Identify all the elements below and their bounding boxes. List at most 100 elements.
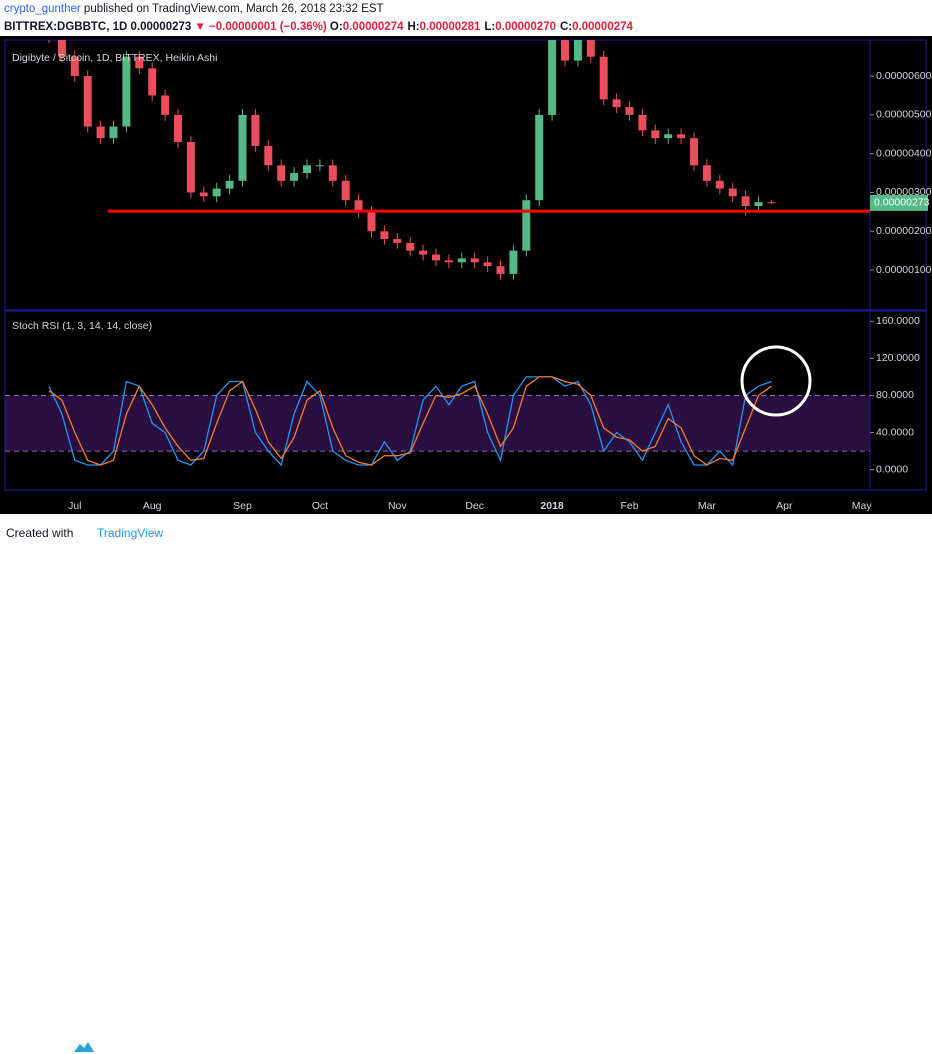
candle-body	[122, 56, 131, 127]
y-tick-label: 0.00000500	[876, 109, 932, 121]
candle-body	[354, 200, 363, 212]
candle-body	[457, 258, 466, 263]
highlight-circle	[740, 345, 812, 417]
x-tick-label: May	[852, 500, 873, 512]
candle-body	[470, 258, 479, 263]
candle-body	[70, 56, 79, 77]
candle-body	[496, 266, 505, 274]
candle-body	[161, 95, 170, 115]
y-tick-label: 0.00000200	[876, 225, 932, 237]
candle-body	[702, 165, 711, 181]
y-tick-label: 0.00000600	[876, 70, 932, 82]
candle-body	[406, 242, 415, 251]
candle-body	[561, 40, 569, 61]
candle-body	[483, 262, 492, 267]
y-tick-label: 0.00000100	[876, 264, 932, 276]
stoch-plot	[5, 376, 870, 467]
candle-body	[303, 165, 311, 174]
candle-body	[651, 130, 660, 139]
candle-body	[96, 126, 105, 139]
brand[interactable]: TradingView	[97, 526, 164, 540]
candle-body	[767, 202, 776, 204]
candle-body	[509, 250, 518, 274]
candle-body	[148, 68, 157, 96]
ohlc-value: 0.00000281	[419, 21, 481, 33]
candle-body	[290, 173, 299, 181]
candle-body	[432, 254, 440, 261]
price-pane-border	[4, 39, 927, 311]
y-tick-label: 0.0000	[876, 463, 908, 475]
candle-body	[586, 40, 595, 57]
candle-body	[225, 180, 234, 189]
last-price: 0.00000273	[130, 21, 192, 33]
candle-body	[638, 114, 647, 131]
candle-body	[212, 188, 221, 197]
logo	[74, 1042, 94, 1052]
candle-body	[754, 202, 763, 207]
candle-body	[341, 180, 350, 201]
x-tick-label: Sep	[233, 500, 252, 512]
x-tick-label: Mar	[698, 500, 717, 512]
axes: 0.000001000.000002000.000003000.00000400…	[68, 70, 932, 512]
ohlc-value: 0.00000274	[572, 21, 633, 33]
candle-body	[522, 200, 531, 251]
candle-body	[677, 134, 686, 139]
candle-body	[367, 211, 376, 232]
candle-body	[83, 76, 92, 127]
ohlc-label: C:	[560, 21, 573, 33]
candle-body	[277, 165, 286, 181]
stoch-pane-title: Stoch RSI (1, 3, 14, 14, close)	[12, 320, 152, 332]
candle-body	[393, 239, 402, 243]
candle-body	[264, 145, 273, 166]
published: published on TradingView.com, March 26, …	[83, 3, 384, 15]
candle-body	[238, 114, 247, 181]
author[interactable]: crypto_gunther	[4, 3, 81, 15]
candle-body	[251, 114, 260, 146]
candle-body	[419, 250, 428, 255]
last-price-tag	[870, 194, 928, 211]
chart: 0.000001000.000002000.000003000.00000400…	[0, 36, 932, 514]
x-tick-label: Nov	[388, 500, 407, 512]
y-tick-label: 40.0000	[876, 426, 914, 438]
ohlc-value: 0.00000274	[342, 21, 404, 33]
candle-body	[548, 40, 557, 115]
symbol: BITTREX:DGBBTC, 1D	[4, 21, 128, 33]
x-tick-label: Feb	[620, 500, 638, 512]
x-tick-label: Apr	[776, 500, 793, 512]
x-tick-label: Dec	[465, 500, 484, 512]
x-tick-label: Aug	[143, 500, 162, 512]
price-pane-title: Digibyte / Bitcoin, 1D, BITTREX, Heikin …	[12, 52, 217, 64]
stoch-line	[48, 376, 772, 467]
candle-body	[57, 40, 66, 57]
header-line-1: crypto_gunther published on TradingView.…	[4, 0, 929, 18]
band-fill	[5, 395, 870, 452]
candle-body	[573, 40, 582, 61]
ohlc-label: H:	[407, 21, 420, 33]
header-line-2: BITTREX:DGBBTC, 1D 0.00000273 ▼ −0.00000…	[4, 18, 929, 36]
created-with: Created with	[6, 526, 74, 540]
candle-body	[625, 107, 634, 115]
ohlc-label: L:	[484, 21, 496, 33]
candle-body	[612, 99, 621, 108]
footer: Created with TradingView	[0, 514, 932, 1052]
candle-body	[135, 56, 144, 69]
candle-body	[728, 188, 737, 197]
ohlc: O:0.00000274 H:0.00000281 L:0.00000270 C:0.…	[330, 21, 637, 33]
candle-body	[599, 56, 608, 100]
candle-body	[315, 165, 324, 167]
candle-body	[535, 114, 544, 201]
x-tick-label: 2018	[540, 500, 564, 512]
x-tick-label: Jul	[68, 500, 81, 512]
candle-body	[741, 196, 750, 207]
candle-body	[690, 138, 698, 166]
y-tick-label: 80.0000	[876, 389, 914, 401]
candle-body	[174, 114, 182, 143]
candle-body	[328, 165, 337, 181]
change: ▼ −0.00000001 (−0.36%)	[194, 21, 327, 33]
candle-body	[380, 231, 389, 240]
y-tick-label: 120.0000	[876, 352, 920, 364]
header: crypto_gunther published on TradingView.…	[4, 0, 929, 36]
last-price-label: 0.00000273	[874, 197, 930, 209]
candle-body	[444, 260, 453, 263]
